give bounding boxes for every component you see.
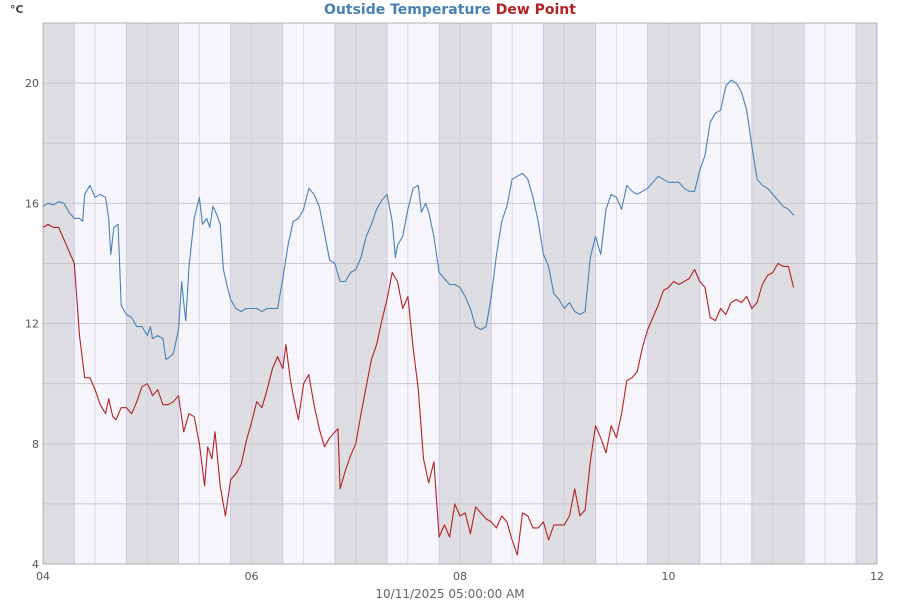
y-tick-label: 12: [25, 318, 39, 331]
x-tick-label: 06: [245, 570, 259, 583]
gridlines: [42, 22, 878, 565]
title-outside-temperature: Outside Temperature: [324, 2, 491, 18]
night-band: [334, 23, 388, 564]
outside-temperature-line: [42, 79, 795, 361]
dew-point-line: [42, 223, 795, 556]
plot-border: [42, 22, 878, 565]
x-tick-label: 08: [453, 570, 467, 583]
night-band: [230, 23, 283, 564]
x-axis-label: 10/11/2025 05:00:00 AM: [375, 587, 524, 600]
x-tick-label: 04: [36, 570, 50, 583]
night-band: [43, 23, 75, 564]
night-band: [856, 23, 877, 564]
y-tick-label: 16: [25, 197, 39, 210]
series-lines: [42, 79, 795, 556]
night-band: [647, 23, 700, 564]
y-tick-label: 4: [32, 558, 39, 571]
x-tick-label: 10: [662, 570, 676, 583]
x-tick-label: 12: [870, 570, 884, 583]
night-band: [751, 23, 805, 564]
night-band: [439, 23, 492, 564]
title-dew-point: Dew Point: [496, 2, 577, 18]
y-unit-label: °C: [10, 3, 24, 16]
y-tick-label: 20: [25, 77, 39, 90]
y-tick-label: 8: [32, 438, 39, 451]
axes: °C Outside Temperature Dew Point 10/11/2…: [10, 2, 884, 600]
chart-title: Outside Temperature Dew Point: [324, 2, 576, 18]
night-band: [126, 23, 179, 564]
